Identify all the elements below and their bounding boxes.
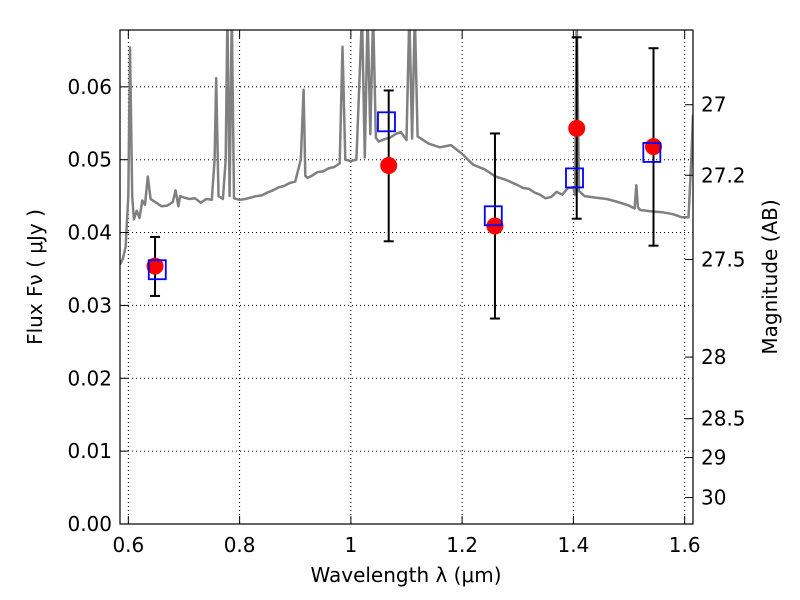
model-square [377, 111, 396, 133]
observed-point [645, 138, 663, 156]
y2-tick-label: 30 [701, 486, 726, 510]
y2-ticks: 27 27.2 27.5 28 28.5 29 30 [685, 93, 746, 510]
y-ticks: 0.00 0.01 0.02 0.03 0.04 0.05 0.06 [67, 75, 128, 536]
y-axis-title: Flux Fν ( μJy ) [23, 209, 47, 345]
x-tick-label: 1.4 [557, 533, 589, 557]
y-tick-label: 0.01 [67, 439, 112, 463]
model-square [147, 259, 167, 281]
x-axis-title: Wavelength λ (μm) [310, 563, 501, 587]
model-square [565, 167, 584, 189]
y-tick-label: 0.05 [67, 148, 112, 172]
plot-frame [119, 29, 694, 525]
spectrum-layer [120, 30, 693, 266]
x-tick-label: 1 [345, 533, 358, 557]
y2-tick-label: 27.2 [701, 163, 746, 187]
y-tick-label: 0.00 [67, 512, 112, 536]
y2-tick-label: 28 [701, 345, 726, 369]
model-square [483, 205, 503, 227]
y-tick-label: 0.02 [67, 366, 112, 390]
observed-point [146, 257, 164, 275]
y2-tick-label: 27 [701, 93, 726, 117]
y2-axis-title: Magnitude (AB) [758, 199, 782, 354]
model-squares [147, 111, 662, 281]
x-tick-label: 0.8 [224, 533, 256, 557]
y-tick-label: 0.06 [67, 75, 112, 99]
observed-point [568, 119, 586, 137]
y-tick-label: 0.03 [67, 293, 112, 317]
x-tick-label: 1.2 [446, 533, 478, 557]
model-spectrum-line [120, 30, 693, 266]
model-square [642, 142, 662, 163]
x-tick-label: 1.6 [669, 533, 701, 557]
y2-tick-label: 29 [701, 446, 726, 470]
observed-point [380, 157, 398, 175]
y2-tick-label: 27.5 [701, 247, 746, 271]
x-tick-label: 0.6 [112, 533, 144, 557]
y-tick-label: 0.04 [67, 221, 112, 245]
x-ticks: 0.6 0.8 1 1.2 1.4 1.6 [112, 30, 701, 557]
y2-tick-label: 28.5 [701, 407, 746, 431]
